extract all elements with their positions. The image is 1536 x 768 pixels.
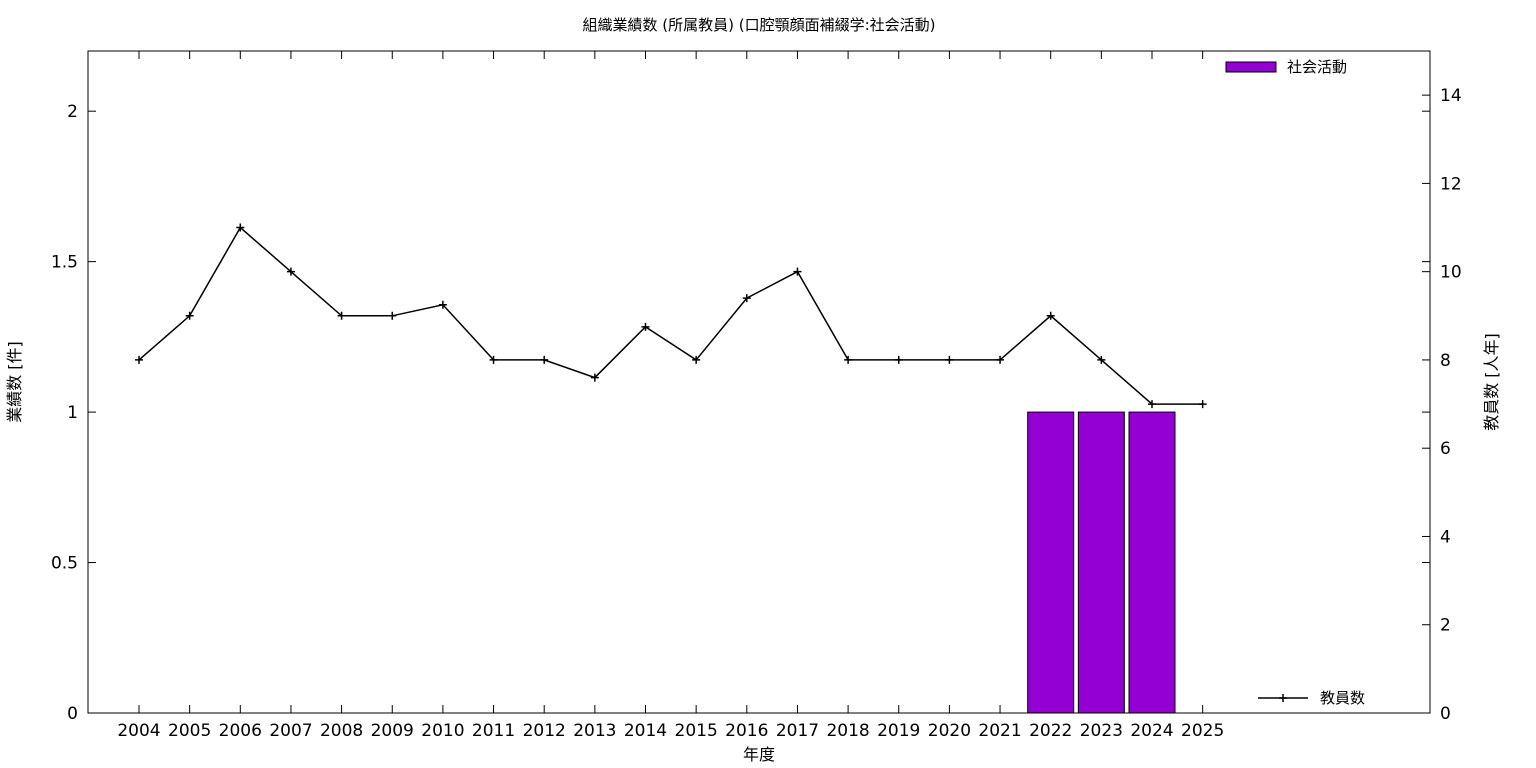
x-tick-label: 2021 (978, 721, 1021, 741)
bar-2024 (1128, 411, 1176, 714)
right-y-tick-label: 2 (1440, 616, 1451, 636)
x-tick-label: 2004 (117, 721, 160, 741)
right-y-tick-label: 4 (1440, 527, 1451, 547)
x-tick-label: 2009 (371, 721, 414, 741)
x-tick-label: 2013 (573, 721, 616, 741)
right-y-tick-label: 0 (1440, 704, 1451, 724)
x-tick-label: 2019 (877, 721, 920, 741)
x-tick-label: 2017 (776, 721, 819, 741)
x-tick-label: 2022 (1029, 721, 1072, 741)
faculty-count-point-2007 (286, 267, 295, 276)
left-y-tick-label: 2 (67, 102, 78, 122)
left-y-axis-label: 業績数 [件] (5, 341, 24, 423)
x-tick-label: 2010 (421, 721, 464, 741)
left-y-tick-label: 1 (67, 403, 78, 423)
right-y-tick-label: 6 (1440, 439, 1451, 459)
legend-bar-swatch (1225, 61, 1277, 73)
faculty-count-point-2025 (1198, 400, 1207, 409)
right-y-axis-label: 教員数 [人年] (1482, 333, 1501, 431)
faculty-count-point-2021 (996, 355, 1005, 364)
x-tick-label: 2016 (725, 721, 768, 741)
faculty-count-point-2017 (793, 267, 802, 276)
left-y-tick-label: 0 (67, 704, 78, 724)
x-tick-label: 2005 (168, 721, 211, 741)
x-tick-label: 2015 (675, 721, 718, 741)
faculty-count-point-2022 (1046, 311, 1055, 320)
faculty-count-point-2009 (388, 311, 397, 320)
left-y-tick-label: 1.5 (51, 253, 78, 273)
x-axis-label: 年度 (743, 745, 775, 764)
x-tick-label: 2011 (472, 721, 515, 741)
plot-frame (87, 50, 1431, 714)
faculty-count-point-2006 (236, 223, 245, 232)
legend-line-marker (1279, 694, 1287, 702)
x-axis: 2004 2005 2006 2007 2008 2009 2010 2011 2012 2013… (117, 51, 1224, 741)
faculty-count-point-2004 (135, 355, 143, 364)
faculty-count-point-2014 (641, 322, 650, 331)
right-y-tick-label: 8 (1440, 351, 1451, 371)
faculty-count-point-2020 (945, 355, 954, 364)
x-tick-label: 2007 (269, 721, 312, 741)
x-tick-label: 2024 (1130, 721, 1173, 741)
faculty-count-line (138, 226, 1203, 405)
bar-2023 (1077, 411, 1125, 714)
right-y-tick-label: 10 (1440, 263, 1462, 283)
x-tick-label: 2020 (928, 721, 971, 741)
legend-bar: 社会活動 (1225, 58, 1347, 76)
faculty-count-point-2008 (337, 311, 346, 320)
faculty-count-point-2023 (1097, 355, 1106, 364)
legend-line-label: 教員数 (1320, 689, 1365, 707)
x-tick-label: 2006 (219, 721, 262, 741)
faculty-count-point-2018 (844, 355, 853, 364)
faculty-count-point-2019 (894, 355, 903, 364)
right-y-tick-label: 14 (1440, 86, 1462, 106)
legend-bar-label: 社会活動 (1287, 58, 1347, 76)
x-tick-label: 2014 (624, 721, 667, 741)
bar-series-social-activity (1027, 411, 1176, 714)
faculty-count-point-2024 (1148, 400, 1156, 409)
x-tick-label: 2012 (523, 721, 566, 741)
faculty-count-point-2015 (692, 355, 701, 364)
line-series-faculty-count (135, 223, 1207, 409)
chart-title: 組織業績数 (所属教員) (口腔顎顔面補綴学:社会活動) (582, 16, 935, 34)
faculty-count-point-2011 (489, 355, 498, 364)
x-tick-label: 2023 (1080, 721, 1123, 741)
x-tick-label: 2018 (826, 721, 869, 741)
right-y-tick-label: 12 (1440, 174, 1462, 194)
faculty-count-point-2010 (438, 300, 447, 309)
left-y-axis: 0 0.5 1 1.5 2 (51, 102, 1430, 724)
faculty-count-point-2012 (540, 355, 549, 364)
left-y-tick-label: 0.5 (51, 554, 78, 574)
right-y-axis: 0 2 4 6 8 10 12 14 (1422, 86, 1462, 724)
faculty-count-point-2016 (742, 294, 751, 303)
bar-2022 (1027, 411, 1075, 714)
x-tick-label: 2008 (320, 721, 363, 741)
x-tick-label: 2025 (1181, 721, 1224, 741)
legend-line: 教員数 (1258, 689, 1365, 707)
faculty-count-point-2013 (590, 373, 599, 382)
faculty-count-point-2005 (185, 311, 194, 320)
